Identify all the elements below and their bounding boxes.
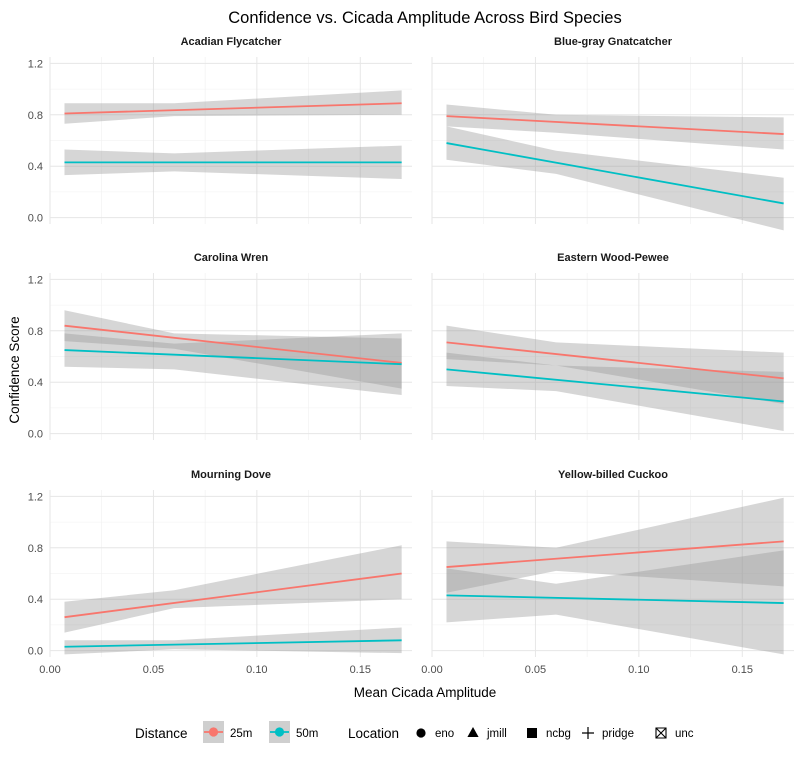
legend-label-25m: 25m xyxy=(230,728,252,740)
legend-key-circle xyxy=(416,728,426,738)
x-tick-label: 0.00 xyxy=(39,664,60,676)
panel-title: Mourning Dove xyxy=(191,469,271,481)
y-tick-label: 0.0 xyxy=(28,213,43,225)
legend-label-eno: eno xyxy=(435,728,454,740)
legend-key-square xyxy=(527,728,537,738)
fit-line-50m xyxy=(446,142,784,205)
ci-ribbon-50m xyxy=(446,126,784,231)
legend-label-ncbg: ncbg xyxy=(546,728,571,740)
y-tick-label: 0.0 xyxy=(28,429,43,441)
fit-line-50m xyxy=(446,594,784,604)
y-axis-label: Confidence Score xyxy=(7,316,22,423)
fit-line-25m xyxy=(446,341,784,380)
legend-key-point xyxy=(274,727,285,737)
facet-panel: Blue-gray Gnatcatcher xyxy=(431,36,794,231)
fit-line-25m xyxy=(64,102,402,115)
fit-line-50m xyxy=(446,368,784,403)
legend-label-50m: 50m xyxy=(296,728,318,740)
x-tick-label: 0.00 xyxy=(421,664,442,676)
legend-label-pridge: pridge xyxy=(602,728,634,740)
x-tick-label: 0.15 xyxy=(732,664,753,676)
y-tick-label: 0.8 xyxy=(28,110,43,122)
x-tick-label: 0.10 xyxy=(628,664,649,676)
x-axis-label: Mean Cicada Amplitude xyxy=(354,685,497,700)
facet-panel: Mourning Dove 0.0 0.4 0.8 1.2 0.00 0.05 0.10 0.1… xyxy=(28,469,412,676)
panel-title: Eastern Wood-Pewee xyxy=(557,252,669,264)
facet-panel: Carolina Wren 0.0 0.4 0.8 1.2 xyxy=(28,252,412,441)
legend-distance-title: Distance xyxy=(135,726,188,741)
ci-ribbon-50m xyxy=(446,352,784,432)
panel-title: Carolina Wren xyxy=(194,252,269,264)
legend-key-triangle xyxy=(467,727,479,737)
legend-key-point xyxy=(208,727,219,737)
legend-location-title: Location xyxy=(348,726,399,741)
legend-label-unc: unc xyxy=(675,728,694,740)
fit-line-50m xyxy=(64,349,402,366)
fit-line-25m xyxy=(64,324,402,364)
y-tick-label: 0.4 xyxy=(28,377,43,389)
y-tick-label: 0.8 xyxy=(28,326,43,338)
ci-ribbon-25m xyxy=(64,90,402,124)
y-tick-label: 1.2 xyxy=(28,58,43,70)
y-tick-label: 1.2 xyxy=(28,491,43,503)
fit-line-25m xyxy=(446,115,784,135)
x-tick-label: 0.10 xyxy=(246,664,267,676)
chart-title: Confidence vs. Cicada Amplitude Across B… xyxy=(228,9,621,27)
x-tick-label: 0.15 xyxy=(350,664,371,676)
y-tick-label: 1.2 xyxy=(28,274,43,286)
ci-ribbon-50m xyxy=(446,550,784,655)
y-tick-label: 0.4 xyxy=(28,594,43,606)
fit-line-50m xyxy=(64,639,402,648)
panels-layer: Acadian Flycatcher 0.0 0.4 0.8 1.2 Blue-gray … xyxy=(28,36,794,676)
x-tick-label: 0.05 xyxy=(525,664,546,676)
legend: Distance Location 25m 50m eno jmill ncbg prid… xyxy=(135,721,694,743)
facet-panel: Acadian Flycatcher 0.0 0.4 0.8 1.2 xyxy=(28,36,412,225)
ci-ribbon-25m xyxy=(446,325,784,405)
ci-ribbon-25m xyxy=(64,545,402,633)
panel-title: Yellow-billed Cuckoo xyxy=(558,469,668,481)
facet-panel: Yellow-billed Cuckoo 0.00 0.05 0.10 0.15 xyxy=(421,469,794,676)
legend-label-jmill: jmill xyxy=(486,728,507,740)
ci-ribbon-25m xyxy=(446,104,784,150)
x-tick-label: 0.05 xyxy=(143,664,164,676)
ci-ribbon-25m xyxy=(64,310,402,389)
ci-ribbon-50m xyxy=(64,627,402,655)
ci-ribbon-25m xyxy=(446,497,784,593)
facet-panel: Eastern Wood-Pewee xyxy=(431,252,794,440)
legend-key-plus xyxy=(582,727,594,739)
panel-title: Blue-gray Gnatcatcher xyxy=(554,36,673,48)
panel-title: Acadian Flycatcher xyxy=(181,36,283,48)
fit-line-25m xyxy=(446,540,784,568)
ci-ribbon-50m xyxy=(64,333,402,396)
y-tick-label: 0.4 xyxy=(28,161,43,173)
legend-key-boxx xyxy=(655,727,667,739)
fit-line-25m xyxy=(64,572,402,619)
y-tick-label: 0.0 xyxy=(28,646,43,658)
y-tick-label: 0.8 xyxy=(28,543,43,555)
